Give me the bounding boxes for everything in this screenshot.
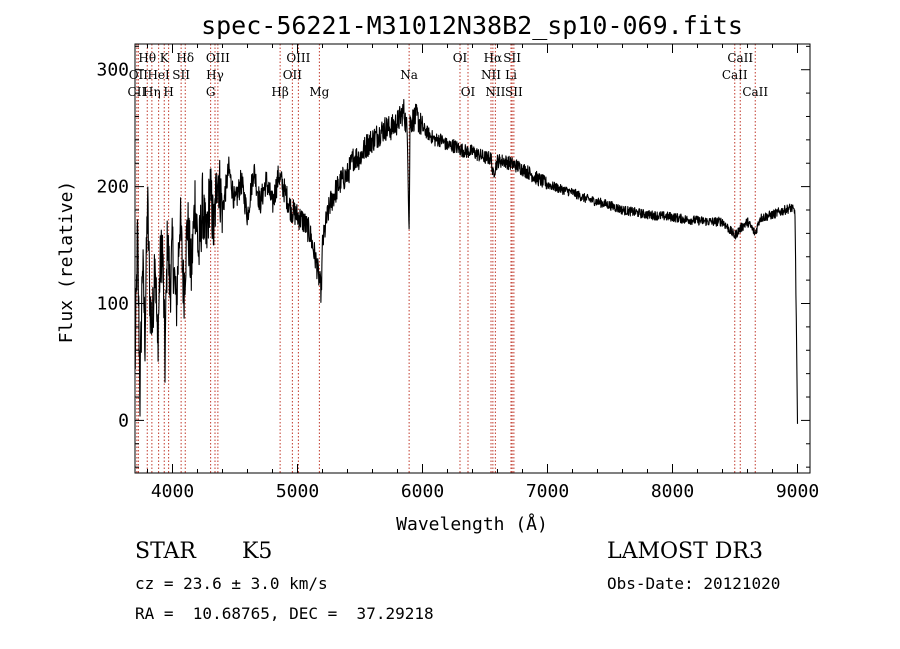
line-label-10: Hγ bbox=[206, 68, 224, 82]
line-label-13: OII bbox=[283, 68, 303, 82]
x-axis-label: Wavelength (Å) bbox=[396, 513, 548, 535]
line-label-7: H bbox=[163, 85, 173, 99]
spectrum-line bbox=[134, 99, 799, 424]
line-label-5: HeI bbox=[147, 68, 170, 82]
spectrum-series bbox=[134, 99, 799, 424]
x-tick-label-2: 6000 bbox=[401, 481, 444, 502]
axis-ticks: 4000 5000 6000 7000 8000 9000 0 100 200 300 bbox=[96, 44, 819, 502]
line-label-1: OII bbox=[129, 68, 149, 82]
line-label-16: Na bbox=[400, 68, 418, 82]
obs-date-text: Obs-Date: 20121020 bbox=[607, 574, 781, 593]
line-label-2: CII bbox=[128, 85, 147, 99]
y-tick-label-3: 300 bbox=[96, 60, 129, 81]
line-label-26: CaII bbox=[722, 68, 748, 82]
object-class: STAR bbox=[135, 539, 196, 564]
y-tick-label-0: 0 bbox=[118, 410, 129, 431]
x-tick-label-5: 9000 bbox=[776, 481, 819, 502]
survey-name: LAMOST DR3 bbox=[607, 539, 763, 564]
line-label-25: CaII bbox=[727, 51, 753, 65]
redshift-text: cz = 23.6 ± 3.0 km/s bbox=[135, 574, 328, 593]
line-label-15: Mg bbox=[309, 85, 329, 99]
line-label-18: OI bbox=[461, 85, 476, 99]
line-label-24: SII bbox=[505, 85, 523, 99]
line-label-9: OIII bbox=[206, 51, 230, 65]
x-tick-label-1: 5000 bbox=[276, 481, 319, 502]
line-label-3: Hη bbox=[143, 85, 161, 99]
line-label-12: OIII bbox=[286, 51, 310, 65]
line-label-11: G bbox=[206, 85, 216, 99]
line-label-4: K bbox=[160, 51, 170, 65]
x-tick-label-0: 4000 bbox=[151, 481, 194, 502]
y-tick-label-2: 200 bbox=[96, 177, 129, 198]
x-tick-label-3: 7000 bbox=[526, 481, 569, 502]
object-subclass: K5 bbox=[242, 539, 273, 564]
line-label-22: Li bbox=[505, 68, 517, 82]
line-label-19: Hα bbox=[484, 51, 503, 65]
line-label-21: NII bbox=[481, 68, 501, 82]
plot-frame bbox=[134, 43, 811, 474]
coordinates-text: RA = 10.68765, DEC = 37.29218 bbox=[135, 604, 434, 623]
line-label-20: SII bbox=[503, 51, 521, 65]
spectral-line-markers bbox=[136, 44, 756, 473]
line-label-27: CaII bbox=[742, 85, 768, 99]
line-label-17: OI bbox=[453, 51, 468, 65]
y-tick-label-1: 100 bbox=[96, 294, 129, 315]
line-label-14: Hβ bbox=[271, 85, 288, 99]
line-label-8: Hδ bbox=[176, 51, 194, 65]
line-label-23: NII bbox=[485, 85, 505, 99]
y-axis-label: Flux (relative) bbox=[56, 181, 77, 344]
chart-title: spec-56221-M31012N38B2_sp10-069.fits bbox=[201, 11, 743, 40]
line-label-6: SII bbox=[172, 68, 190, 82]
x-tick-label-4: 8000 bbox=[651, 481, 694, 502]
line-label-0: Hθ bbox=[138, 51, 156, 65]
